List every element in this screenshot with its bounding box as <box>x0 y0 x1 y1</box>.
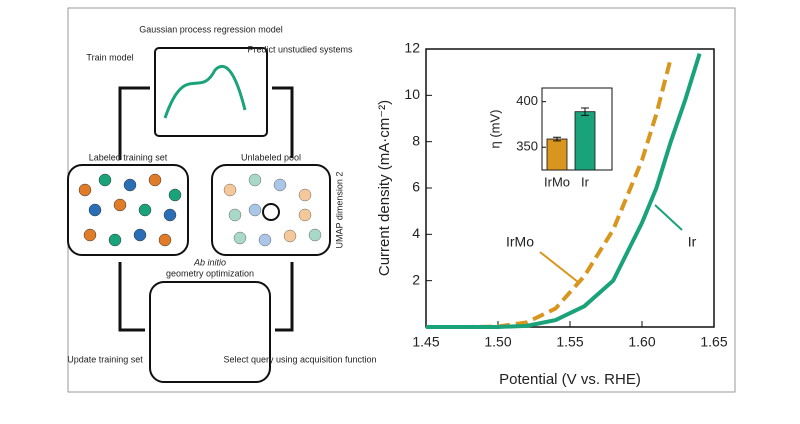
label: Train model <box>86 52 133 62</box>
y-tick-label: 10 <box>404 86 420 102</box>
x-tick-label: 1.65 <box>700 334 727 350</box>
x-tick-label: IrMo <box>544 174 570 189</box>
box <box>149 281 271 383</box>
dot <box>248 203 262 217</box>
dot <box>228 208 242 222</box>
dot <box>168 188 182 202</box>
arrow <box>118 262 145 332</box>
line <box>426 57 673 329</box>
dot <box>298 188 312 202</box>
y-label: Current density (mA·cm⁻²) <box>376 100 393 276</box>
bar <box>574 111 596 171</box>
dot <box>88 203 102 217</box>
dot <box>248 173 262 187</box>
gp-curve <box>163 64 247 119</box>
x-tick-label: Ir <box>581 174 590 189</box>
y-tick-label: 8 <box>412 132 420 148</box>
dot <box>108 233 122 247</box>
plot-frame <box>425 48 715 328</box>
box <box>211 164 331 256</box>
y-tick-label: 2 <box>412 271 420 287</box>
dot <box>123 178 137 192</box>
label: Select query using acquisition function <box>223 354 376 364</box>
dot <box>113 198 127 212</box>
box <box>154 47 268 137</box>
diagram <box>67 47 331 383</box>
dot <box>283 229 297 243</box>
bar <box>546 138 568 171</box>
x-label: Potential (V vs. RHE) <box>499 371 641 388</box>
dot <box>223 183 237 197</box>
pointer <box>654 204 683 231</box>
pointer <box>539 251 579 283</box>
legend-label: IrMo <box>506 234 534 250</box>
dot <box>258 233 272 247</box>
label: UMAP dimension 2 <box>334 172 344 249</box>
arrow <box>272 86 294 158</box>
dot <box>298 208 312 222</box>
arrow <box>118 86 150 160</box>
error-bar <box>581 107 589 116</box>
inset-y-label: η (mV) <box>487 110 502 149</box>
query <box>262 203 280 221</box>
dots <box>78 173 322 247</box>
dot <box>148 173 162 187</box>
legend-label: Ir <box>688 234 697 250</box>
dot <box>163 208 177 222</box>
dot <box>78 183 92 197</box>
line <box>426 53 702 329</box>
dot <box>273 178 287 192</box>
label: Gaussian process regression model <box>139 24 283 34</box>
dot <box>308 228 322 242</box>
dot <box>98 173 112 187</box>
label: Update training set <box>67 354 143 364</box>
label: Ab initio <box>193 257 226 267</box>
dot <box>133 228 147 242</box>
box <box>67 164 189 256</box>
y-tick-label: 400 <box>516 93 538 108</box>
dot <box>138 203 152 217</box>
dot <box>233 231 247 245</box>
y-tick-label: 350 <box>516 139 538 154</box>
dot <box>83 228 97 242</box>
arrow <box>275 262 294 332</box>
label: Unlabeled pool <box>241 152 301 162</box>
x-tick-label: 1.55 <box>556 334 583 350</box>
label: geometry optimization <box>166 268 254 278</box>
y-tick-label: 4 <box>412 225 420 241</box>
y-tick-label: 6 <box>412 179 420 195</box>
x-tick-label: 1.45 <box>412 334 439 350</box>
y-tick-label: 12 <box>404 40 420 56</box>
error-bar <box>553 136 561 142</box>
x-tick-label: 1.50 <box>484 334 511 350</box>
x-tick-label: 1.60 <box>628 334 655 350</box>
dot <box>158 233 172 247</box>
label: Labeled training set <box>89 152 168 162</box>
label: Predict unstudied systems <box>247 44 353 54</box>
